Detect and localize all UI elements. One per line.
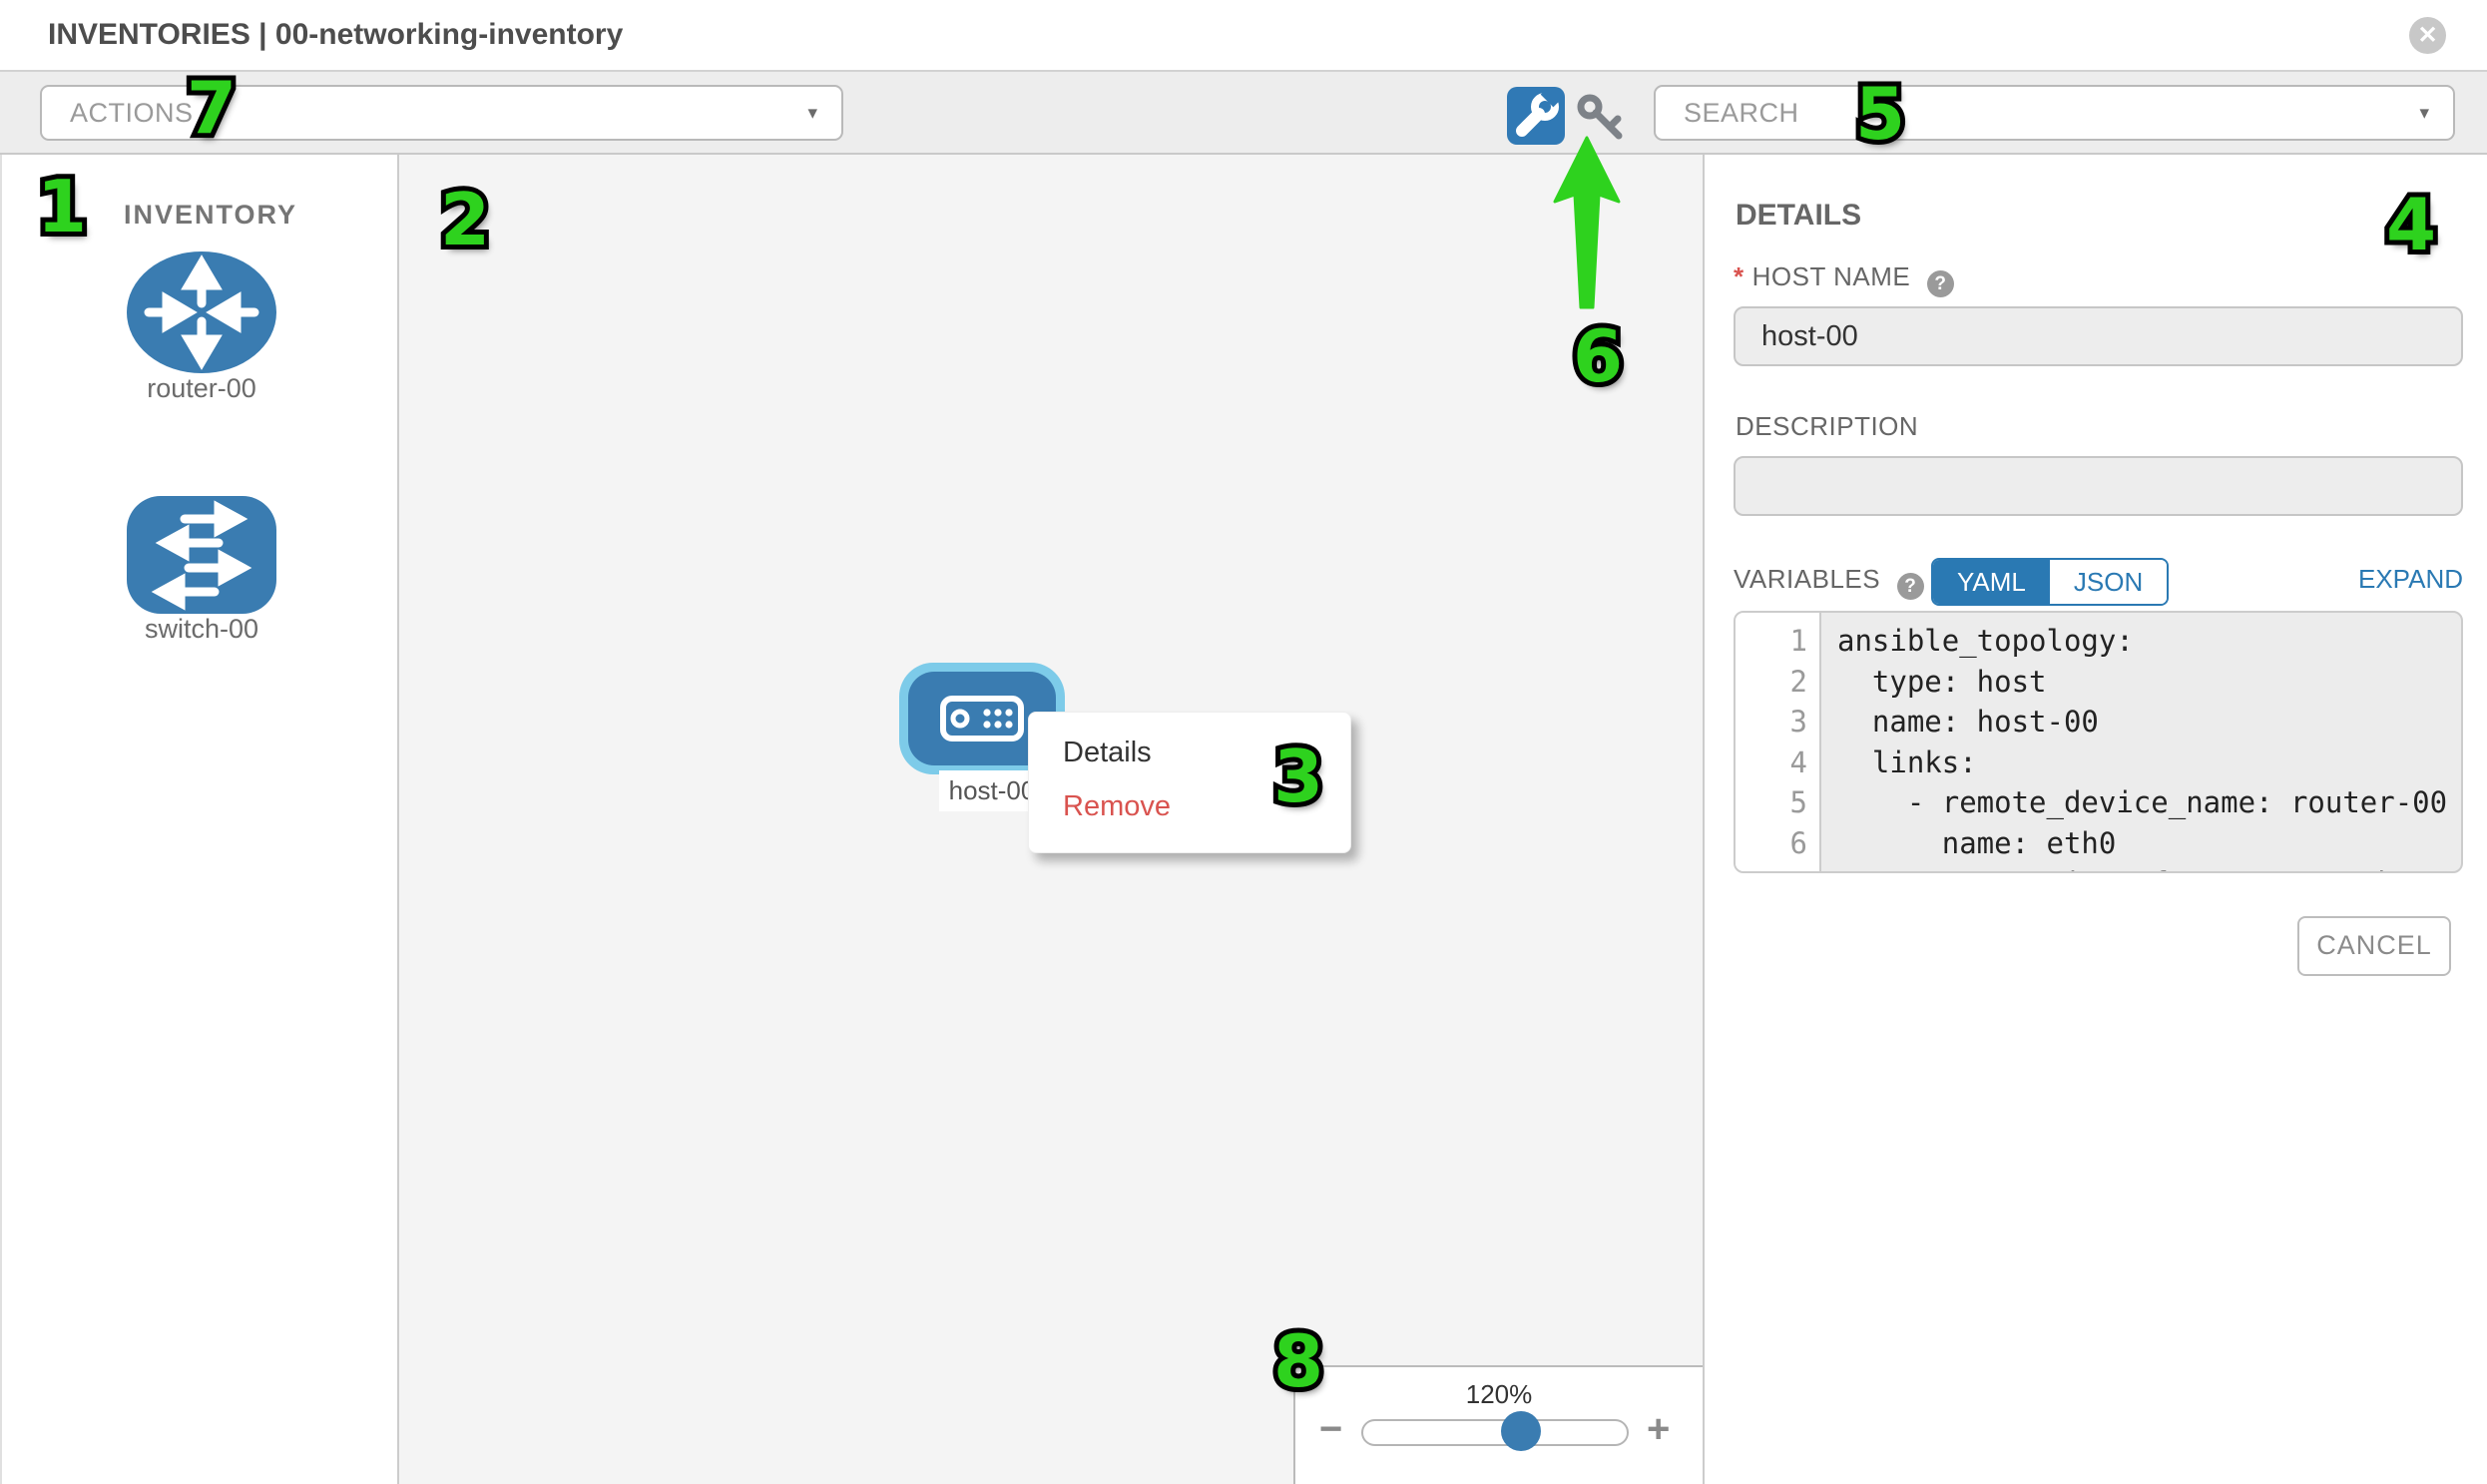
zoom-in-button[interactable]: + <box>1647 1407 1671 1451</box>
variables-code-editor[interactable]: 1 2 3 4 5 6 7 ansible_topology: type: host nam… <box>1734 611 2463 873</box>
code-line: type: host <box>1837 664 2047 699</box>
line-number: 2 <box>1789 664 1807 699</box>
search-dropdown[interactable]: SEARCH ▾ <box>1654 85 2455 141</box>
zoom-slider-knob[interactable] <box>1501 1411 1542 1451</box>
details-panel: DETAILS *HOST NAME ? DESCRIPTION VARIABL… <box>1703 155 2487 1484</box>
context-menu-item-remove[interactable]: Remove <box>1063 790 1171 822</box>
expand-link[interactable]: EXPAND <box>2358 564 2463 594</box>
router-icon <box>127 251 276 373</box>
code-line: remote_interface_name: eth0 <box>1823 863 2461 871</box>
annotation-number-4: 4 <box>2381 178 2441 271</box>
editor-code-content: ansible_topology: type: host name: host-… <box>1823 613 2461 871</box>
code-line: name: eth0 <box>1837 825 2117 860</box>
variables-label: VARIABLES <box>1734 564 1881 594</box>
wrench-icon <box>1516 87 1564 137</box>
annotation-number-7: 7 <box>182 61 242 155</box>
variables-format-toggle: YAML JSON <box>1931 558 2170 606</box>
cancel-button[interactable]: CANCEL <box>2297 916 2451 976</box>
topology-canvas[interactable]: host-00 Details Remove 120% − + <box>399 155 1703 1484</box>
context-menu-item-details[interactable]: Details <box>1063 737 1152 768</box>
description-input[interactable] <box>1734 456 2463 516</box>
annotation-number-3: 3 <box>1268 730 1328 823</box>
key-icon <box>1577 94 1623 140</box>
inventory-heading: INVENTORY <box>124 200 298 230</box>
palette-item-router[interactable]: router-00 <box>2 251 401 404</box>
chevron-down-icon: ▾ <box>2419 102 2429 124</box>
credentials-key-button[interactable] <box>1575 93 1629 141</box>
switch-icon <box>127 496 276 614</box>
inventory-palette-sidebar: INVENTORY router-00 <box>0 155 399 1484</box>
node-context-menu: Details Remove <box>1028 712 1351 853</box>
host-name-label-row: * HOST NAME ? <box>1734 261 1954 297</box>
zoom-level-value: 120% <box>1465 1379 1533 1409</box>
details-heading: DETAILS <box>1736 199 1862 232</box>
annotation-number-8: 8 <box>1268 1314 1328 1408</box>
code-line: ansible_topology: <box>1837 624 2134 658</box>
code-line: name: host-00 <box>1837 705 2099 739</box>
variables-row: VARIABLES ? YAML JSON EXPAND <box>1734 558 2463 608</box>
annotation-number-2: 2 <box>435 173 495 266</box>
annotation-number-6: 6 <box>1568 309 1628 403</box>
line-number: 3 <box>1789 705 1807 739</box>
toolbar: ACTIONS ▾ SEARCH ▾ <box>0 72 2487 155</box>
close-icon[interactable]: ✕ <box>2409 17 2446 54</box>
host-node-label: host-00 <box>939 770 1045 811</box>
code-line: - remote_device_name: router-00 <box>1837 785 2448 819</box>
line-number: 6 <box>1789 825 1807 860</box>
header-bar: INVENTORIES | 00-networking-inventory ✕ <box>0 0 2487 72</box>
editor-line-numbers: 1 2 3 4 5 6 7 <box>1736 613 1821 871</box>
zoom-out-button[interactable]: − <box>1319 1407 1343 1451</box>
host-name-label: HOST NAME <box>1751 261 1911 291</box>
annotation-number-5: 5 <box>1850 67 1910 161</box>
palette-item-switch[interactable]: switch-00 <box>2 496 401 645</box>
line-number: 4 <box>1789 744 1807 779</box>
line-number: 5 <box>1789 785 1807 819</box>
annotation-number-1: 1 <box>32 160 92 253</box>
page-title: INVENTORIES | 00-networking-inventory <box>48 18 624 51</box>
required-asterisk: * <box>1734 261 1744 291</box>
actions-dropdown[interactable]: ACTIONS ▾ <box>40 85 843 141</box>
description-label: DESCRIPTION <box>1736 411 1919 441</box>
toolkit-button[interactable] <box>1507 87 1565 145</box>
help-icon[interactable]: ? <box>1926 270 1954 297</box>
code-line: links: <box>1837 744 1977 779</box>
line-number: 7 <box>1736 863 1819 871</box>
palette-item-label: switch-00 <box>144 614 259 644</box>
yaml-toggle-button[interactable]: YAML <box>1933 560 2050 604</box>
line-number: 1 <box>1789 624 1807 658</box>
chevron-down-icon: ▾ <box>807 102 817 124</box>
zoom-widget: 120% − + <box>1293 1365 1703 1484</box>
host-name-input[interactable] <box>1734 306 2463 366</box>
palette-item-label: router-00 <box>147 373 256 403</box>
zoom-slider-track[interactable] <box>1361 1411 1629 1451</box>
actions-dropdown-placeholder: ACTIONS <box>70 97 194 128</box>
search-dropdown-placeholder: SEARCH <box>1684 97 1799 128</box>
help-icon[interactable]: ? <box>1896 573 1924 600</box>
host-icon <box>940 696 1024 742</box>
json-toggle-button[interactable]: JSON <box>2049 560 2168 604</box>
